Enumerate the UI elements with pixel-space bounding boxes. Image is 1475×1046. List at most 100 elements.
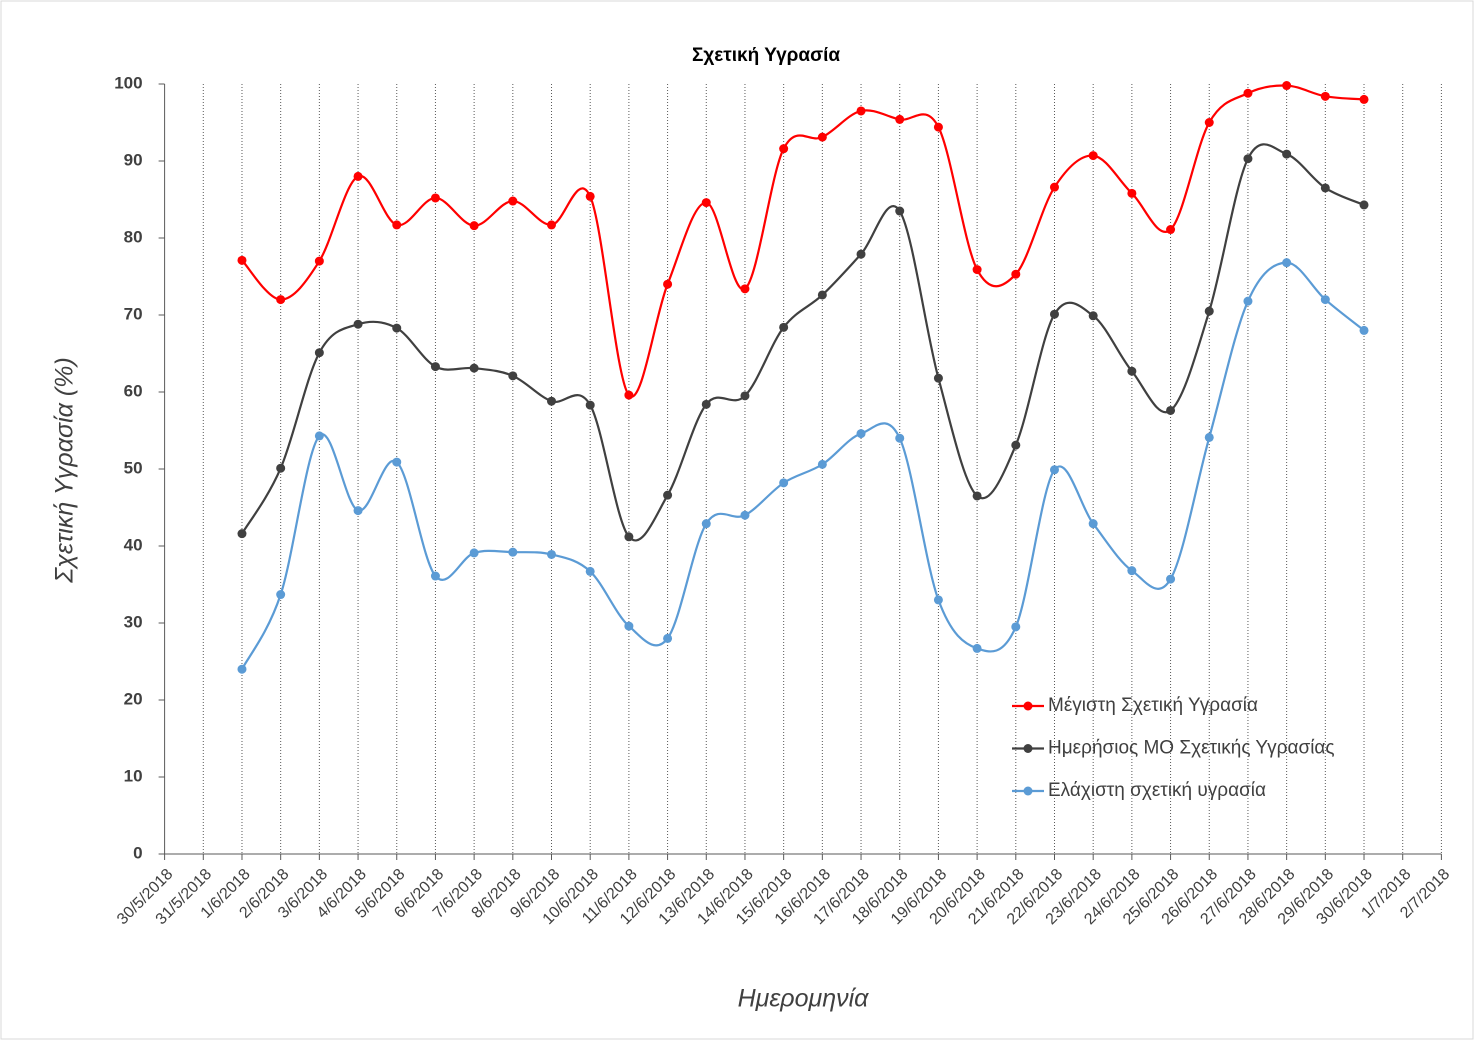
data-point	[701, 198, 711, 208]
y-tick-label: 40	[124, 535, 143, 554]
legend-label: Ημερήσιος ΜΟ Σχετικής Υγρασίας	[1048, 738, 1335, 759]
data-point	[392, 220, 402, 230]
data-point	[1127, 566, 1137, 576]
data-point	[663, 490, 673, 500]
data-point	[276, 590, 286, 600]
data-point	[1166, 405, 1176, 415]
data-point	[740, 510, 750, 520]
data-point	[779, 478, 789, 488]
data-point	[972, 643, 982, 653]
legend-marker	[1023, 701, 1033, 711]
y-tick-label: 50	[124, 458, 143, 477]
y-axis-title: Σχετική Υγρασία (%)	[51, 357, 79, 583]
y-tick-label: 90	[124, 150, 143, 169]
data-point	[1204, 306, 1214, 316]
data-point	[1127, 366, 1137, 376]
data-point	[276, 295, 286, 305]
data-point	[817, 459, 827, 469]
chart-title: Σχετική Υγρασία	[692, 45, 840, 66]
data-point	[1088, 519, 1098, 529]
data-point	[353, 319, 363, 329]
data-point	[972, 491, 982, 501]
data-point	[237, 255, 247, 265]
data-point	[1320, 183, 1330, 193]
data-point	[895, 206, 905, 216]
legend-label: Ελάχιστη σχετική υγρασία	[1048, 780, 1266, 801]
y-tick-label: 70	[124, 304, 143, 323]
series-line	[241, 261, 1365, 670]
data-point	[779, 144, 789, 154]
data-point	[547, 220, 557, 230]
data-point	[933, 122, 943, 132]
y-tick-label: 60	[124, 381, 143, 400]
data-point	[1049, 465, 1059, 475]
data-point	[469, 548, 479, 558]
data-point	[1204, 432, 1214, 442]
data-point	[933, 595, 943, 605]
data-point	[430, 362, 440, 372]
data-point	[817, 132, 827, 142]
data-point	[1011, 440, 1021, 450]
data-point	[1320, 295, 1330, 305]
data-point	[740, 284, 750, 294]
data-point	[585, 566, 595, 576]
data-point	[237, 664, 247, 674]
data-point	[314, 431, 324, 441]
data-point	[1359, 200, 1369, 210]
series-line	[241, 84, 1365, 398]
data-point	[1359, 94, 1369, 104]
data-point	[972, 265, 982, 275]
data-point	[933, 373, 943, 383]
legend-label: Μέγιστη Σχετική Υγρασία	[1048, 695, 1258, 716]
data-point	[547, 396, 557, 406]
data-point	[624, 532, 634, 542]
data-point	[1088, 151, 1098, 161]
data-point	[1088, 311, 1098, 321]
x-axis-title: Ημερομηνία	[738, 985, 870, 1013]
data-point	[663, 279, 673, 289]
y-tick-label: 0	[133, 843, 142, 862]
data-point	[895, 114, 905, 124]
data-point	[1011, 269, 1021, 279]
data-point	[430, 571, 440, 581]
data-point	[779, 322, 789, 332]
data-point	[856, 249, 866, 259]
data-point	[701, 519, 711, 529]
data-point	[353, 171, 363, 181]
data-point	[508, 371, 518, 381]
data-point	[1049, 182, 1059, 192]
data-point	[624, 390, 634, 400]
data-point	[547, 549, 557, 559]
data-point	[1282, 81, 1292, 91]
data-point	[1243, 154, 1253, 164]
data-point	[314, 348, 324, 358]
y-tick-label: 100	[114, 73, 142, 92]
data-point	[508, 547, 518, 557]
data-point	[1282, 258, 1292, 268]
data-point	[392, 323, 402, 333]
data-point	[276, 463, 286, 473]
data-point	[817, 290, 827, 300]
data-point	[392, 457, 402, 467]
data-point	[624, 621, 634, 631]
data-point	[740, 391, 750, 401]
data-point	[585, 400, 595, 410]
y-tick-label: 10	[124, 766, 143, 785]
data-point	[353, 506, 363, 516]
data-point	[585, 191, 595, 201]
data-point	[508, 196, 518, 206]
legend-marker	[1023, 786, 1033, 796]
data-point	[430, 193, 440, 203]
data-point	[1243, 296, 1253, 306]
data-point	[314, 256, 324, 266]
data-point	[1243, 88, 1253, 98]
data-point	[856, 429, 866, 439]
y-tick-label: 30	[124, 612, 143, 631]
data-point	[1049, 309, 1059, 319]
y-tick-label: 80	[124, 227, 143, 246]
data-point	[1011, 622, 1021, 632]
y-tick-label: 20	[124, 689, 143, 708]
data-point	[237, 529, 247, 539]
